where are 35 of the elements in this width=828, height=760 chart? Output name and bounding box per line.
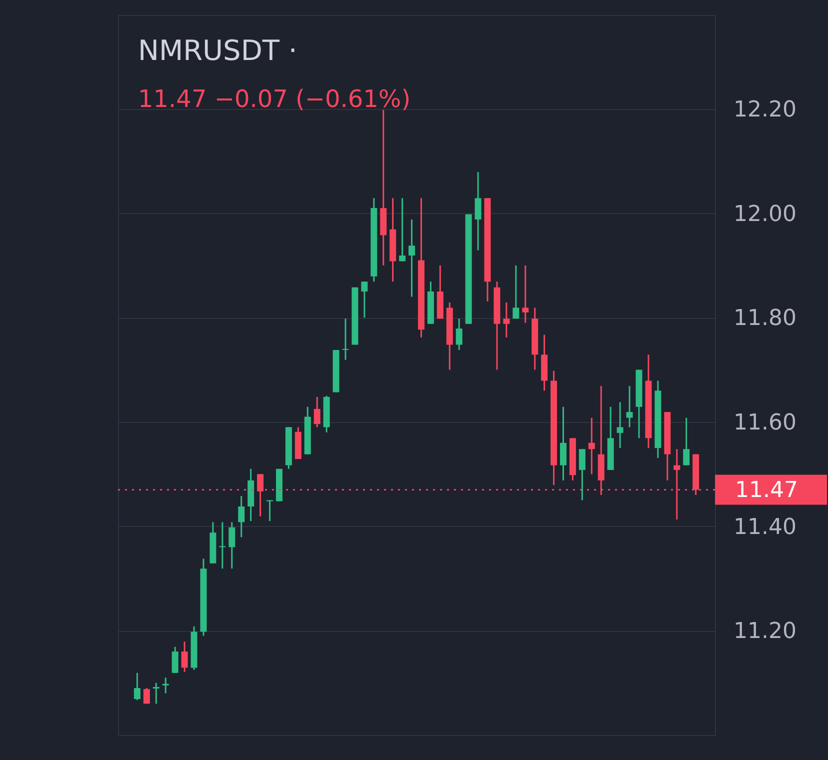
- candlestick: [162, 676, 169, 694]
- y-tick-label: 11.40: [734, 514, 796, 540]
- candlestick: [683, 417, 690, 466]
- candlestick: [456, 318, 462, 351]
- text: NMRUSDT ·: [138, 34, 298, 67]
- candlestick: [219, 521, 226, 570]
- candlestick: [266, 499, 273, 522]
- candlestick: [474, 171, 482, 252]
- candlestick: [399, 197, 406, 262]
- y-tick-label: 12.20: [734, 97, 796, 122]
- candlestick: [143, 687, 150, 704]
- candlestick: [228, 521, 236, 570]
- candlestick: [238, 495, 245, 538]
- candlestick: [361, 280, 368, 318]
- candlestick: [134, 672, 140, 701]
- candlestick: [408, 218, 416, 298]
- y-tick-label: 11.20: [734, 619, 796, 644]
- y-tick-label: 11.80: [734, 306, 796, 332]
- candlestick: [342, 318, 349, 361]
- y-tick-label: 11.60: [734, 410, 796, 436]
- candlestick: [181, 640, 188, 673]
- candlestick: [616, 401, 624, 449]
- candlestick: [578, 448, 586, 501]
- text: 11.47 −0.07 (−0.61%): [138, 85, 411, 113]
- y-tick-label: 12.00: [734, 202, 796, 227]
- candlestick: [560, 406, 566, 482]
- candlestick: [522, 264, 529, 324]
- candlestick: [503, 302, 510, 338]
- ref-line-label: 11.47: [735, 478, 798, 503]
- candlestick: [626, 385, 633, 428]
- candlestick: [172, 646, 178, 674]
- candlestick: [588, 417, 595, 475]
- candlestick: [314, 396, 320, 428]
- candlestick: [152, 682, 160, 704]
- candlestick: [512, 264, 520, 320]
